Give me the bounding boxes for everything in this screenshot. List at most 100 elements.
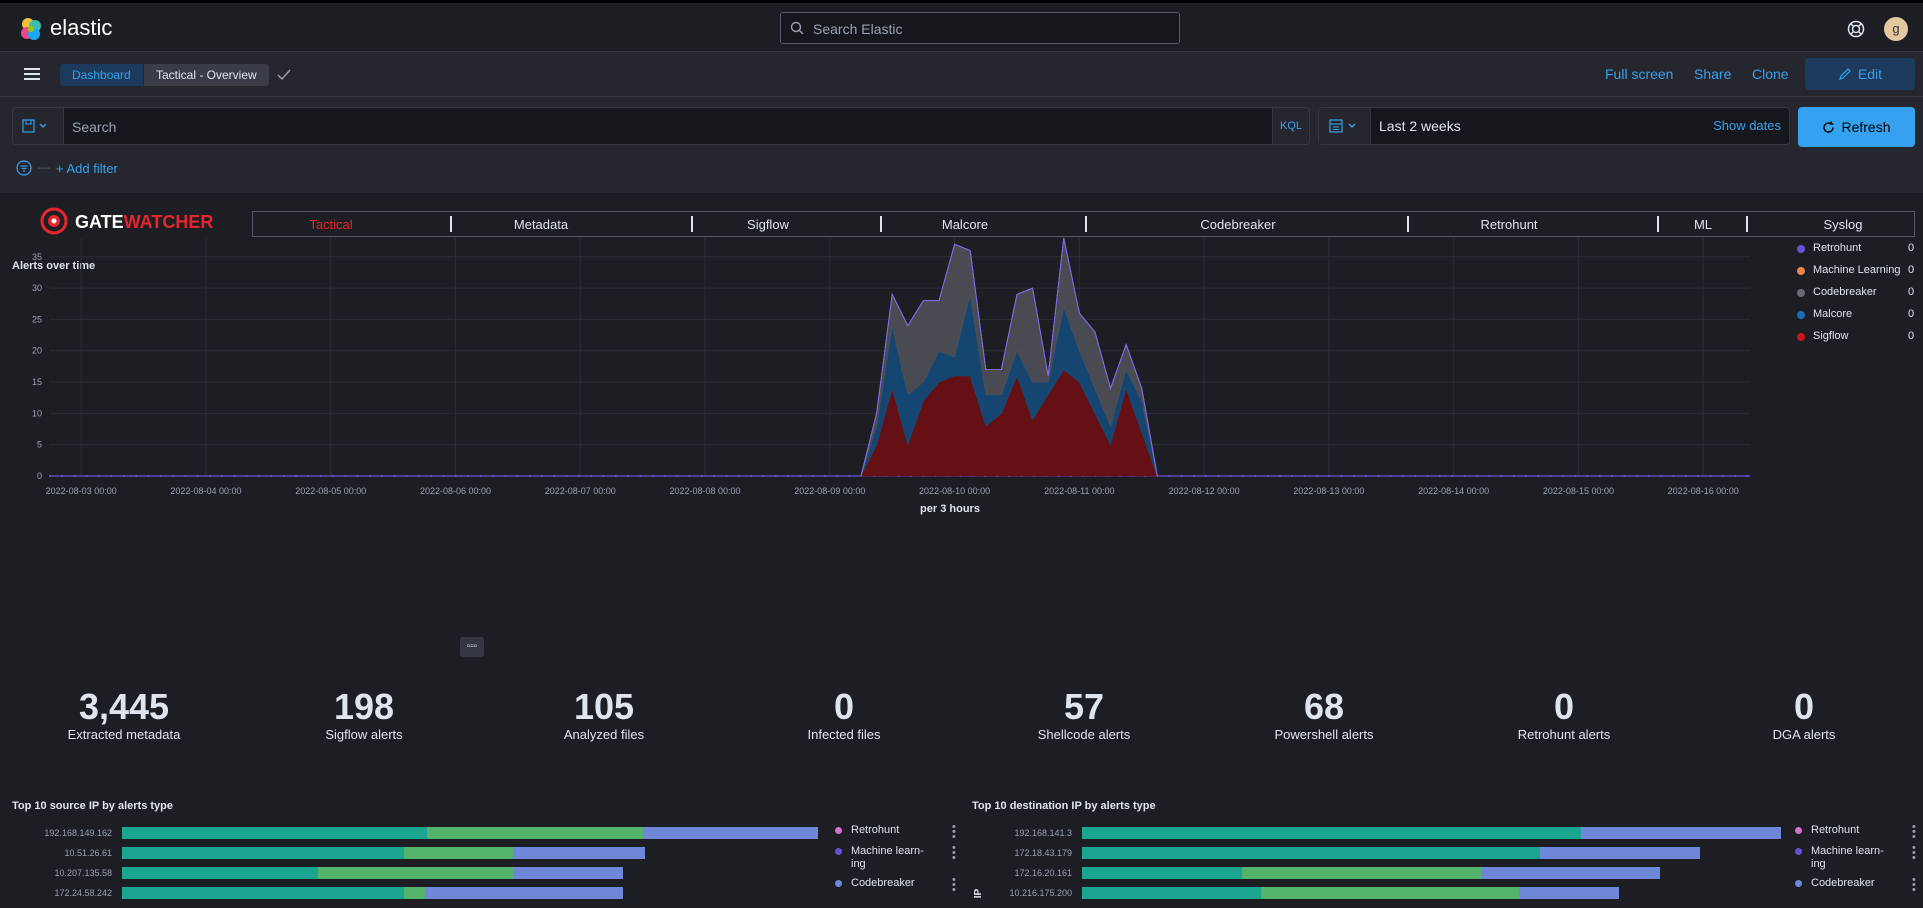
ip-legend-item[interactable]: Codebreaker: [1811, 877, 1875, 889]
legend-item-codebreaker[interactable]: Codebreaker: [1813, 286, 1877, 298]
baseline-point: [196, 474, 199, 478]
saved-query-menu-button[interactable]: [12, 107, 64, 145]
metric-value: 0: [1793, 686, 1815, 727]
legend-item-machine-learning[interactable]: Machine Learning: [1813, 264, 1901, 276]
bar-segment[interactable]: [1539, 847, 1700, 859]
bar-segment[interactable]: [643, 827, 819, 839]
refresh-button[interactable]: Refresh: [1798, 107, 1915, 147]
x-tick-label: 2022-08-14 00:00: [1418, 486, 1489, 496]
y-tick-label: 10: [32, 408, 42, 418]
bar-segment[interactable]: [1082, 867, 1243, 879]
ip-legend-item[interactable]: Machine learn- ing: [1811, 845, 1884, 870]
bar-segment[interactable]: [1481, 867, 1661, 879]
hamburger-menu-icon[interactable]: [24, 68, 40, 81]
tab-codebreaker[interactable]: Codebreaker: [1200, 217, 1276, 232]
legend-options-icon[interactable]: • • •: [952, 842, 956, 864]
baseline-point: [1660, 474, 1663, 478]
tab-tactical[interactable]: Tactical: [309, 217, 353, 232]
baseline-point: [331, 474, 334, 478]
legend-options-icon[interactable]: • • •: [1912, 821, 1916, 843]
bar-segment[interactable]: [426, 827, 644, 839]
tab-ml[interactable]: ML: [1693, 217, 1713, 232]
check-icon[interactable]: [276, 67, 292, 83]
bar-segment[interactable]: [1518, 887, 1619, 899]
bar-segment[interactable]: [513, 847, 646, 859]
show-dates-button[interactable]: Show dates: [1713, 118, 1781, 133]
add-filter-button[interactable]: + Add filter: [56, 161, 118, 176]
tab-separator: [880, 216, 882, 232]
tab-malcore[interactable]: Malcore: [941, 217, 989, 232]
breadcrumb-current: Tactical - Overview: [144, 64, 269, 86]
elastic-logo-icon[interactable]: [19, 17, 43, 41]
x-tick-label: 2022-08-06 00:00: [420, 486, 491, 496]
tab-sigflow[interactable]: Sigflow: [747, 217, 789, 232]
baseline-point: [122, 474, 125, 478]
bar-segment[interactable]: [1082, 827, 1582, 839]
legend-options-icon[interactable]: • • •: [1912, 842, 1916, 864]
bar-segment[interactable]: [424, 887, 623, 899]
bar-segment[interactable]: [122, 827, 427, 839]
bar-segment[interactable]: [404, 887, 425, 899]
legend-item-sigflow[interactable]: Sigflow: [1813, 330, 1849, 342]
tab-separator: [1657, 216, 1659, 232]
y-tick-label: 20: [32, 346, 42, 356]
bar-segment[interactable]: [122, 847, 405, 859]
clone-button[interactable]: Clone: [1752, 66, 1789, 82]
bar-segment[interactable]: [1082, 887, 1261, 899]
baseline-point: [1389, 474, 1392, 478]
baseline-point: [774, 474, 777, 478]
global-search-input[interactable]: Search Elastic: [780, 12, 1180, 44]
user-avatar[interactable]: g: [1884, 17, 1908, 41]
legend-item-retrohunt[interactable]: Retrohunt: [1813, 242, 1862, 254]
baseline-point: [848, 474, 851, 478]
legend-options-icon[interactable]: • • •: [952, 821, 956, 843]
bar-segment[interactable]: [122, 867, 318, 879]
bar-segment[interactable]: [1260, 887, 1519, 899]
tab-metadata[interactable]: Metadata: [513, 217, 569, 232]
baseline-point: [417, 474, 421, 478]
metric-sigflow-alerts: 198 Sigflow alerts: [264, 687, 464, 743]
panel-options-button[interactable]: ▫▫▫: [460, 637, 484, 657]
baseline-point: [1438, 474, 1441, 478]
ip-legend-item[interactable]: Retrohunt: [851, 824, 900, 836]
baseline-point: [356, 474, 359, 478]
help-icon[interactable]: [1846, 19, 1866, 39]
baseline-point: [1598, 474, 1601, 478]
bar-segment[interactable]: [122, 887, 405, 899]
bar-segment[interactable]: [317, 867, 514, 879]
baseline-point: [1574, 474, 1577, 478]
bar-segment[interactable]: [1082, 847, 1540, 859]
metric-powershell-alerts: 68 Powershell alerts: [1224, 687, 1424, 743]
baseline-point: [762, 474, 765, 478]
baseline-point: [147, 474, 150, 478]
date-picker[interactable]: Last 2 weeks Show dates: [1318, 107, 1790, 145]
date-quick-menu-button[interactable]: [1319, 108, 1371, 144]
baseline-point: [1254, 474, 1257, 478]
legend-item-malcore[interactable]: Malcore: [1813, 308, 1853, 320]
bar-segment[interactable]: [1242, 867, 1482, 879]
bar-segment[interactable]: [513, 867, 623, 879]
breadcrumb-dashboard[interactable]: Dashboard: [60, 64, 143, 86]
filter-icon[interactable]: [16, 160, 32, 176]
baseline-point: [713, 474, 716, 478]
baseline-point: [1475, 474, 1478, 478]
kql-toggle-button[interactable]: KQL: [1272, 107, 1310, 145]
time-range-value[interactable]: Last 2 weeks: [1379, 118, 1461, 134]
legend-options-icon[interactable]: • • •: [952, 874, 956, 896]
legend-options-icon[interactable]: • • •: [1912, 874, 1916, 896]
bar-segment[interactable]: [1581, 827, 1781, 839]
ip-legend-item[interactable]: Machine learn- ing: [851, 845, 924, 870]
edit-button[interactable]: Edit: [1805, 58, 1915, 90]
baseline-point: [528, 474, 531, 478]
tab-syslog[interactable]: Syslog: [1823, 217, 1863, 232]
full-screen-button[interactable]: Full screen: [1605, 66, 1674, 82]
tab-retrohunt[interactable]: Retrohunt: [1480, 217, 1538, 232]
share-button[interactable]: Share: [1694, 66, 1732, 82]
ip-legend-item[interactable]: Codebreaker: [851, 877, 915, 889]
filter-divider: —: [38, 160, 50, 174]
query-search-input[interactable]: Search: [64, 107, 1272, 145]
bar-segment[interactable]: [404, 847, 514, 859]
baseline-point: [1709, 474, 1712, 478]
ip-legend-item[interactable]: Retrohunt: [1811, 824, 1860, 836]
elastic-logo-text[interactable]: elastic: [50, 15, 113, 40]
